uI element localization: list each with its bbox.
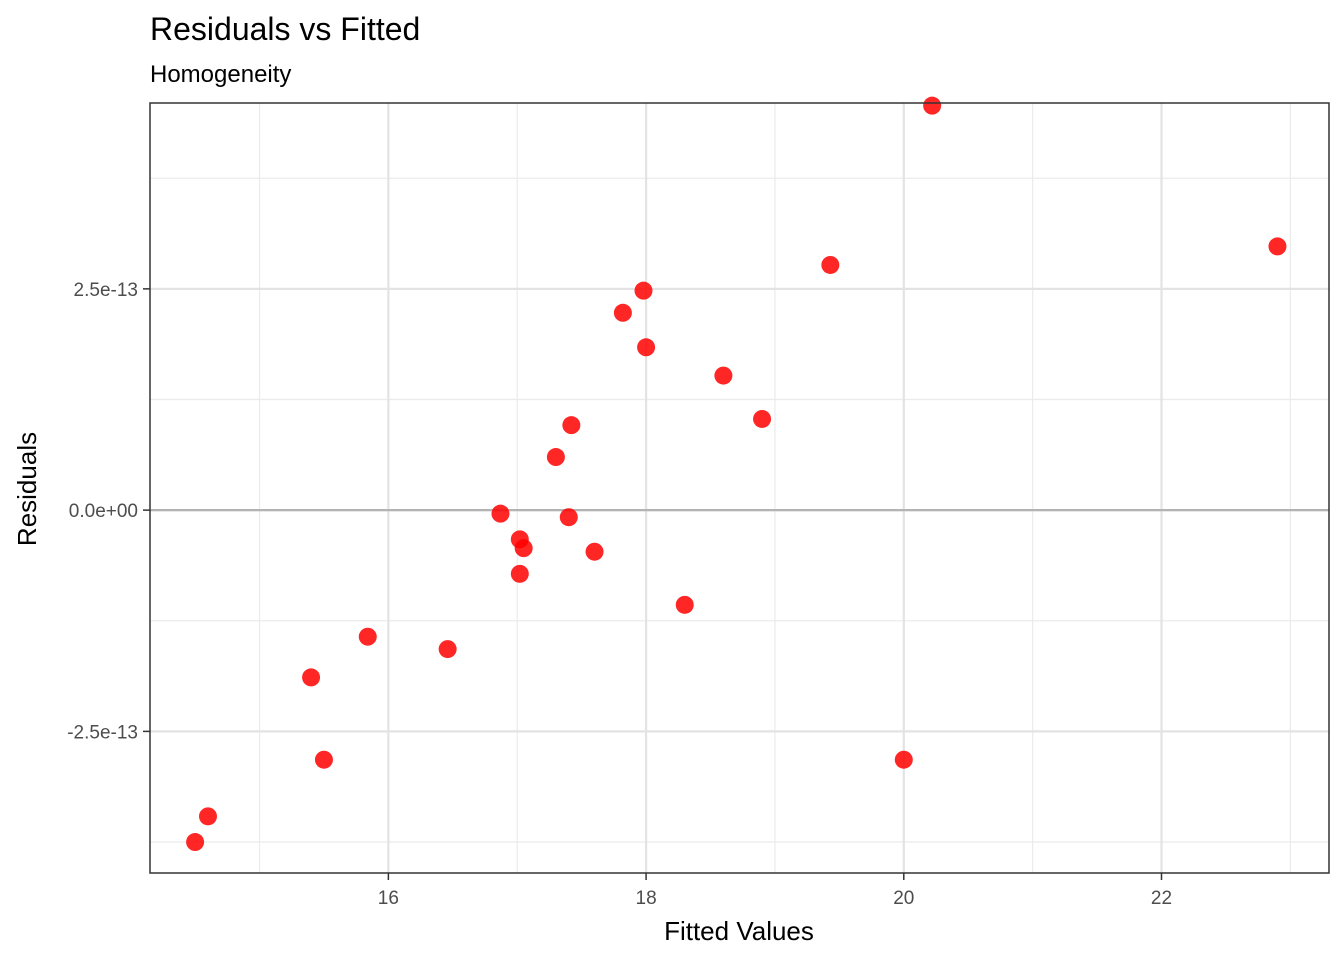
data-point xyxy=(562,416,581,435)
chart-title: Residuals vs Fitted xyxy=(150,11,420,47)
data-point xyxy=(358,627,377,646)
y-tick-label: -2.5e-13 xyxy=(67,722,138,743)
data-point xyxy=(302,668,321,687)
data-point xyxy=(438,640,457,659)
data-point xyxy=(613,303,632,322)
data-point xyxy=(675,595,694,614)
x-tick-label: 16 xyxy=(378,888,399,909)
chart-subtitle: Homogeneity xyxy=(150,61,291,88)
data-point xyxy=(314,750,333,769)
y-axis-title: Residuals xyxy=(12,432,42,546)
data-point xyxy=(559,508,578,527)
data-point xyxy=(637,338,656,357)
plot-panel-border xyxy=(149,102,1330,874)
data-point xyxy=(514,539,533,558)
data-point xyxy=(821,255,840,274)
data-point xyxy=(634,281,653,300)
data-point xyxy=(510,564,529,583)
data-points xyxy=(186,96,1287,852)
y-axis: -2.5e-13 0.0e+00 2.5e-13 xyxy=(67,280,150,743)
y-tick-label: 0.0e+00 xyxy=(69,501,138,522)
x-axis: 16 18 20 22 xyxy=(378,873,1172,909)
data-point xyxy=(1268,237,1287,256)
data-point xyxy=(714,366,733,385)
x-tick-label: 20 xyxy=(893,888,914,909)
data-point xyxy=(198,807,217,826)
data-point xyxy=(923,96,942,115)
y-tick-label: 2.5e-13 xyxy=(74,280,138,301)
x-tick-label: 22 xyxy=(1151,888,1172,909)
data-point xyxy=(894,750,913,769)
x-tick-label: 18 xyxy=(636,888,657,909)
data-point xyxy=(585,542,604,561)
data-point xyxy=(186,833,205,852)
minor-gridlines xyxy=(150,103,1329,873)
data-point xyxy=(753,409,772,428)
data-point xyxy=(491,504,510,523)
x-axis-title: Fitted Values xyxy=(664,916,814,946)
data-point xyxy=(546,448,565,467)
